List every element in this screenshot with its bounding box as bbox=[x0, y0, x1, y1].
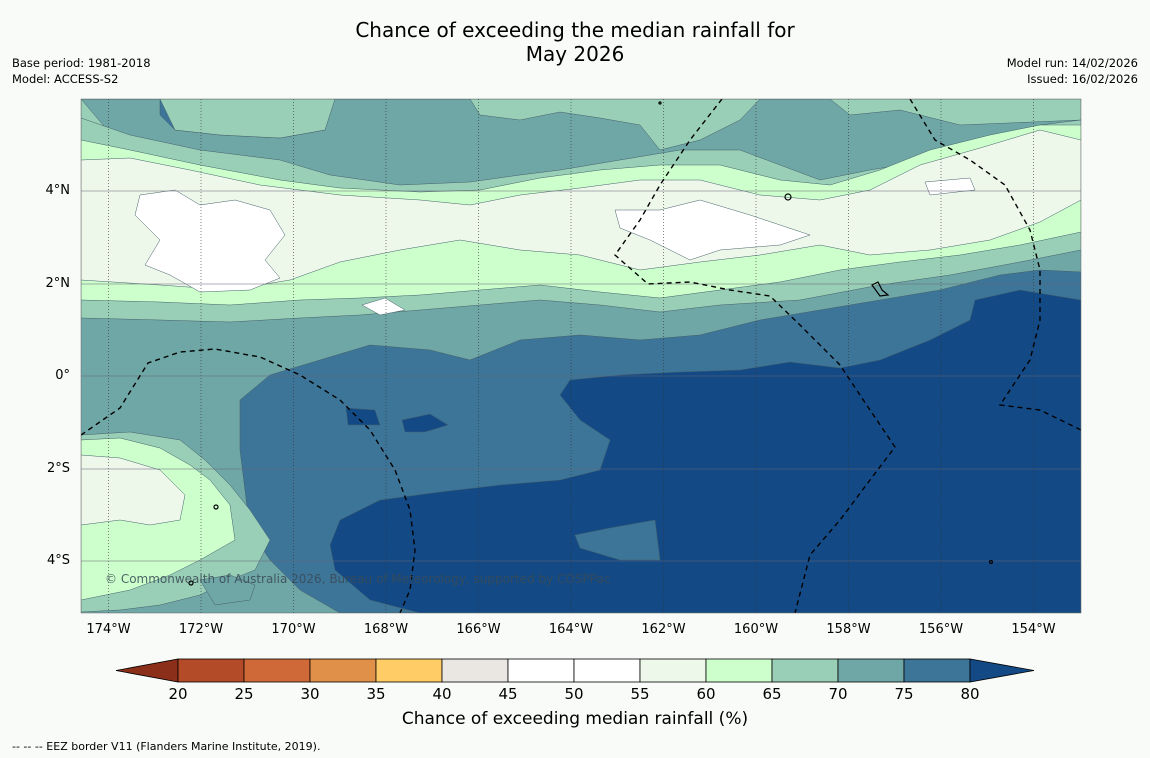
copyright-notice: © Commonwealth of Australia 2026, Bureau… bbox=[105, 572, 611, 586]
islands bbox=[188, 101, 994, 586]
colorbar-tick: 20 bbox=[168, 685, 188, 703]
colorbar-tick: 50 bbox=[564, 685, 584, 703]
colorbar-bin-60 bbox=[705, 658, 773, 683]
band-60 bbox=[81, 129, 1081, 291]
colorbar-bin-25 bbox=[243, 658, 311, 683]
band-80-small-2 bbox=[401, 413, 449, 433]
title-line-1: Chance of exceeding the median rainfall … bbox=[355, 18, 795, 42]
chart-title: Chance of exceeding the median rainfall … bbox=[0, 18, 1150, 66]
model-name: Model: ACCESS-S2 bbox=[12, 72, 119, 86]
colorbar-tick: 30 bbox=[300, 685, 320, 703]
band-white-small bbox=[361, 297, 406, 316]
lon-label: 156°W bbox=[918, 622, 964, 637]
colorbar-tick: 75 bbox=[894, 685, 914, 703]
lat-label-4n: 4°N bbox=[45, 183, 71, 198]
issued-date: Issued: 16/02/2026 bbox=[1027, 72, 1138, 86]
lon-label: 162°W bbox=[641, 622, 686, 637]
colorbar-tick: 40 bbox=[432, 685, 452, 703]
model-run: Model run: 14/02/2026 bbox=[1006, 56, 1138, 70]
band-white-west bbox=[134, 189, 286, 293]
band-80-main bbox=[329, 289, 1081, 613]
band-75-island bbox=[574, 519, 661, 561]
colorbar-tick: 80 bbox=[960, 685, 980, 703]
lon-label: 166°W bbox=[456, 622, 501, 637]
colorbar-bin-35 bbox=[375, 658, 443, 683]
latitude-lines bbox=[81, 190, 1081, 562]
band-sw-green bbox=[199, 574, 256, 606]
lon-label: 164°W bbox=[548, 622, 594, 637]
colorbar bbox=[115, 658, 1035, 683]
meta-left: Base period: 1981-2018 Model: ACCESS-S2 bbox=[12, 55, 151, 87]
colorbar-bin-20 bbox=[177, 658, 245, 683]
meta-right: Model run: 14/02/2026 Issued: 16/02/2026 bbox=[1007, 55, 1138, 87]
lat-label-2s: 2°S bbox=[46, 461, 70, 476]
map-fill bbox=[81, 99, 1081, 613]
colorbar-tick: 35 bbox=[366, 685, 386, 703]
base-period: Base period: 1981-2018 bbox=[12, 56, 151, 70]
colorbar-tick: 45 bbox=[498, 685, 518, 703]
title-line-2: May 2026 bbox=[525, 42, 625, 66]
eez-footnote: -- -- -- EEZ border V11 (Flanders Marine… bbox=[12, 740, 321, 753]
colorbar-bin-75 bbox=[903, 658, 971, 683]
colorbar-bin-45 bbox=[507, 658, 575, 683]
band-sw-white bbox=[81, 454, 186, 526]
eez-borders bbox=[81, 99, 1081, 613]
lon-label: 154°W bbox=[1011, 622, 1056, 637]
colorbar-low-arrow bbox=[115, 658, 179, 683]
colorbar-high-arrow bbox=[969, 658, 1035, 683]
lat-label-2n: 2°N bbox=[45, 276, 71, 291]
lon-label: 160°W bbox=[733, 622, 779, 637]
colorbar-bin-50 bbox=[573, 658, 641, 683]
colorbar-tick: 60 bbox=[696, 685, 716, 703]
map-frame bbox=[80, 98, 1082, 614]
colorbar-tick: 70 bbox=[828, 685, 848, 703]
lon-label: 158°W bbox=[826, 622, 871, 637]
lon-label: 170°W bbox=[271, 622, 316, 637]
colorbar-title: Chance of exceeding median rainfall (%) bbox=[401, 709, 749, 729]
lon-label: 174°W bbox=[86, 622, 131, 637]
colorbar-tick: 65 bbox=[762, 685, 782, 703]
colorbar-bin-55 bbox=[639, 658, 707, 683]
colorbar-bin-70 bbox=[837, 658, 905, 683]
colorbar-tick: 55 bbox=[630, 685, 650, 703]
colorbar-tick: 25 bbox=[234, 685, 254, 703]
band-80-small-1 bbox=[345, 407, 381, 426]
band-white-east bbox=[614, 199, 811, 261]
colorbar-bin-40 bbox=[441, 658, 509, 683]
lat-label-4s: 4°S bbox=[46, 553, 70, 568]
lon-label: 172°W bbox=[178, 622, 224, 637]
colorbar-bin-30 bbox=[309, 658, 377, 683]
lon-label: 168°W bbox=[363, 622, 409, 637]
colorbar-bin-65 bbox=[771, 658, 839, 683]
lat-label-0: 0° bbox=[55, 368, 70, 383]
